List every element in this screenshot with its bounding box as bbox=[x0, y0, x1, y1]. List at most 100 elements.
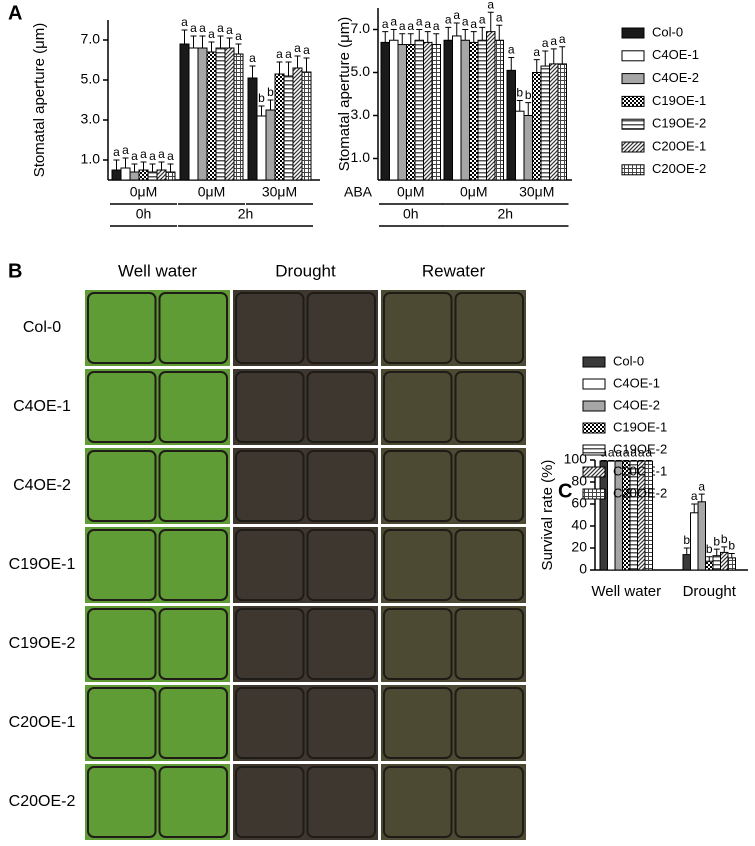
panel-label: C bbox=[558, 480, 572, 502]
significance-letter: a bbox=[638, 446, 645, 460]
bar bbox=[215, 47, 226, 181]
bar bbox=[111, 169, 122, 181]
legend-swatch bbox=[621, 73, 645, 85]
error-bar bbox=[479, 26, 486, 41]
error-bar bbox=[433, 33, 440, 45]
row-label: C20OE-2 bbox=[9, 793, 76, 810]
photo bbox=[381, 685, 526, 761]
significance-letter: a bbox=[122, 143, 129, 157]
pot bbox=[454, 608, 524, 680]
significance-letter: a bbox=[698, 479, 705, 493]
significance-letter: a bbox=[470, 17, 477, 31]
bar bbox=[292, 67, 303, 181]
pot bbox=[454, 371, 524, 443]
legend-label: C19OE-1 bbox=[652, 93, 706, 108]
error-bar bbox=[122, 157, 129, 168]
pot bbox=[454, 766, 524, 838]
bar bbox=[452, 35, 462, 181]
x-tick-label: 0μM bbox=[460, 184, 488, 200]
error-bar bbox=[508, 56, 515, 71]
error-bar bbox=[706, 556, 713, 562]
significance-letter: b bbox=[728, 539, 735, 553]
legend-swatch bbox=[582, 422, 606, 434]
y-tick-label: 20 bbox=[571, 539, 587, 555]
bar bbox=[712, 555, 721, 571]
pot bbox=[383, 529, 453, 601]
pot bbox=[235, 529, 305, 601]
pot bbox=[235, 687, 305, 759]
significance-letter: a bbox=[407, 19, 414, 33]
pot bbox=[383, 450, 453, 522]
y-axis-label: Stomatal aperture (μm) bbox=[336, 17, 353, 172]
legend-label: C4OE-1 bbox=[652, 47, 699, 62]
pot bbox=[454, 529, 524, 601]
pot bbox=[383, 371, 453, 443]
significance-letter: a bbox=[508, 43, 515, 57]
bar bbox=[460, 39, 470, 181]
significance-letter: b bbox=[713, 534, 720, 548]
bar bbox=[515, 110, 525, 181]
pot bbox=[306, 529, 376, 601]
error-bar bbox=[249, 65, 256, 78]
y-tick-label: 1.0 bbox=[351, 149, 371, 165]
pot bbox=[87, 608, 157, 680]
legend-label: C4OE-2 bbox=[652, 70, 699, 85]
error-bar bbox=[131, 163, 138, 172]
bar bbox=[247, 77, 258, 181]
photo bbox=[233, 606, 378, 682]
bar bbox=[682, 554, 691, 571]
column-header: Rewater bbox=[422, 261, 486, 280]
error-bar bbox=[267, 99, 274, 110]
legend-label: Col-0 bbox=[652, 24, 683, 39]
pot bbox=[158, 529, 228, 601]
legend-swatch bbox=[582, 466, 606, 478]
bar bbox=[389, 39, 399, 181]
photo bbox=[381, 448, 526, 524]
photo bbox=[85, 290, 230, 366]
pot bbox=[87, 450, 157, 522]
bar bbox=[224, 47, 235, 181]
photo bbox=[85, 606, 230, 682]
error-bar bbox=[698, 493, 705, 502]
error-bar bbox=[638, 460, 645, 462]
bar bbox=[406, 44, 416, 181]
significance-letter: a bbox=[479, 13, 486, 27]
pot bbox=[158, 371, 228, 443]
pot bbox=[383, 292, 453, 364]
legend-swatch bbox=[621, 27, 645, 39]
pot bbox=[235, 292, 305, 364]
bar bbox=[380, 41, 390, 181]
error-bar bbox=[533, 59, 540, 73]
bar bbox=[120, 167, 131, 181]
error-bar bbox=[516, 99, 523, 112]
error-bar bbox=[158, 161, 165, 170]
significance-letter: a bbox=[390, 15, 397, 29]
y-tick-label: 7.0 bbox=[351, 20, 371, 36]
significance-letter: b bbox=[706, 542, 713, 556]
photo bbox=[85, 369, 230, 445]
significance-letter: a bbox=[249, 51, 256, 65]
legend-swatch bbox=[582, 488, 606, 500]
y-tick-label: 1.0 bbox=[81, 151, 101, 167]
bar bbox=[506, 69, 516, 181]
photo bbox=[85, 527, 230, 603]
significance-letter: a bbox=[294, 41, 301, 55]
error-bar bbox=[645, 460, 652, 462]
bar bbox=[469, 41, 479, 181]
bar bbox=[532, 72, 542, 181]
significance-letter: b bbox=[258, 91, 265, 105]
significance-letter: a bbox=[424, 17, 431, 31]
time-label: 2h bbox=[497, 206, 513, 222]
bar bbox=[523, 115, 533, 181]
bar bbox=[727, 557, 736, 571]
error-bar bbox=[217, 35, 224, 48]
error-bar bbox=[453, 22, 460, 36]
legend-label: C20OE-1 bbox=[613, 463, 667, 478]
y-tick-label: 7.0 bbox=[81, 31, 101, 47]
pot bbox=[235, 371, 305, 443]
bar bbox=[423, 41, 433, 181]
panel-label: B bbox=[8, 260, 22, 282]
significance-letter: a bbox=[167, 149, 174, 163]
error-bar bbox=[167, 163, 174, 172]
pot bbox=[87, 766, 157, 838]
